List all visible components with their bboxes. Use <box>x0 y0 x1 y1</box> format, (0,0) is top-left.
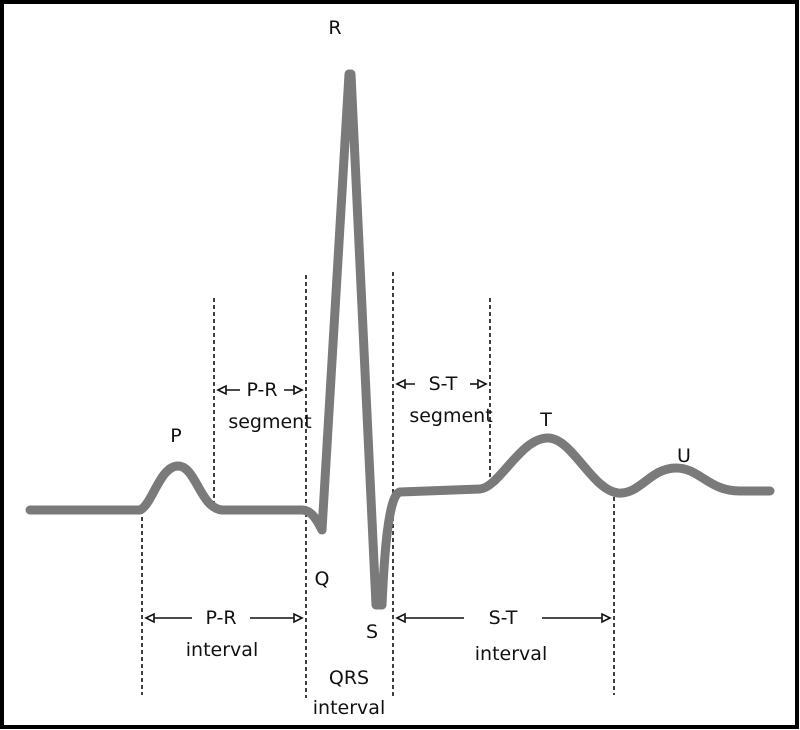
label-pr-segment-line1: P-R <box>246 379 277 401</box>
label-pr-segment-line2: segment <box>228 411 311 433</box>
span-arrows <box>144 378 612 624</box>
label-t-wave: T <box>539 409 552 431</box>
label-pr-interval-line1: P-R <box>205 607 236 629</box>
label-st-segment-line2: segment <box>409 405 492 427</box>
arrow-st-interval <box>395 612 612 624</box>
label-st-interval-line2: interval <box>475 643 547 665</box>
guide-lines <box>141 272 615 698</box>
label-q-wave: Q <box>315 568 330 590</box>
label-s-wave: S <box>366 621 378 643</box>
label-st-segment-line1: S-T <box>429 373 458 395</box>
arrow-pr-segment <box>216 384 304 396</box>
label-qrs-interval-line1: QRS <box>329 667 369 689</box>
arrow-pr-interval <box>144 612 304 624</box>
label-u-wave: U <box>677 445 691 467</box>
label-pr-interval-line2: interval <box>186 639 258 661</box>
arrow-st-segment <box>395 378 488 390</box>
label-p-wave: P <box>170 425 181 447</box>
label-r-wave: R <box>328 17 341 39</box>
ecg-trace <box>25 69 775 610</box>
label-qrs-interval-line2: interval <box>313 697 385 719</box>
label-st-interval-line1: S-T <box>489 607 518 629</box>
